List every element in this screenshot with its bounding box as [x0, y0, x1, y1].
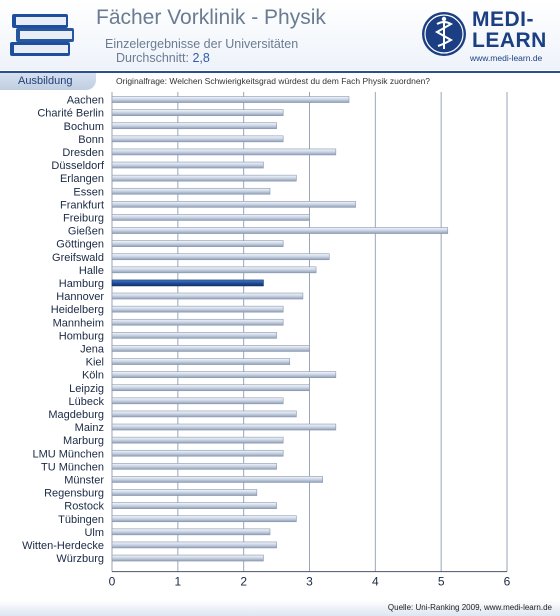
category-label: Regensburg: [44, 488, 104, 500]
source-text: Quelle: Uni-Ranking 2009, www.medi-learn…: [387, 603, 552, 612]
bar: [111, 489, 258, 496]
bar: [111, 515, 297, 523]
category-label: Charité Berlin: [37, 108, 104, 120]
bar: [111, 384, 310, 392]
x-tick-label: 1: [174, 575, 181, 589]
category-label: Kiel: [86, 357, 104, 369]
bar: [111, 397, 284, 405]
category-label: Gießen: [68, 226, 104, 238]
bar: [111, 554, 264, 562]
category-label: Bonn: [78, 134, 104, 146]
category-label: Jena: [80, 343, 105, 355]
category-label: Erlangen: [60, 173, 104, 185]
bar: [111, 161, 264, 169]
category-label: Leipzig: [69, 383, 104, 395]
category-label: Düsseldorf: [51, 160, 105, 172]
bar: [111, 240, 284, 247]
x-tick-label: 3: [306, 575, 313, 589]
category-label: Frankfurt: [60, 199, 104, 211]
category-label: Lübeck: [69, 396, 105, 408]
bar: [111, 135, 284, 143]
bar: [111, 541, 277, 549]
logo-line2: LEARN: [472, 29, 547, 52]
x-tick-label: 2: [240, 575, 247, 589]
bar: [111, 436, 284, 444]
category-label: Halle: [79, 265, 104, 277]
bar: [111, 358, 291, 365]
category-label: Witten-Herdecke: [22, 540, 104, 552]
category-label: Aachen: [67, 95, 104, 107]
category-label: Rostock: [64, 501, 104, 513]
category-label: Greifswald: [52, 252, 104, 264]
category-label: Köln: [82, 370, 104, 382]
books-icon: [10, 14, 74, 56]
page-subtitle: Einzelergebnisse der Universitäten: [105, 37, 299, 51]
bar: [111, 305, 284, 313]
bar: [111, 423, 337, 431]
category-label: Dresden: [62, 147, 104, 159]
bar: [111, 449, 284, 457]
category-label: Mainz: [75, 422, 104, 434]
category-label: Tübingen: [58, 514, 104, 526]
bar: [111, 279, 264, 287]
page-title: Fächer Vorklinik - Physik: [96, 6, 326, 29]
bar: [111, 502, 277, 509]
category-label: LMU München: [32, 448, 104, 460]
category-label: Würzburg: [56, 553, 104, 565]
category-label: Heidelberg: [51, 304, 104, 316]
category-label: Marburg: [63, 435, 104, 447]
category-label: Bochum: [64, 121, 104, 133]
bar: [111, 292, 304, 300]
bar: [111, 318, 284, 326]
bar: [111, 201, 356, 208]
bar: [111, 371, 337, 378]
bar: [111, 122, 277, 130]
bar: [111, 174, 297, 182]
bar: [111, 227, 449, 234]
x-tick-label: 5: [438, 575, 445, 589]
category-label: Münster: [64, 474, 104, 486]
logo-url: www.medi-learn.de: [470, 53, 543, 63]
bar: [111, 214, 310, 221]
category-label: Hannover: [56, 291, 104, 303]
footer-band: [0, 600, 560, 616]
bar: [111, 253, 330, 261]
bar: [111, 109, 284, 116]
average-line: Durchschnitt: 2,8: [116, 51, 210, 65]
x-tick-label: 0: [109, 575, 116, 589]
header-divider: [0, 71, 560, 73]
bar: [111, 463, 277, 470]
average-label: Durchschnitt:: [116, 51, 189, 65]
category-label: Homburg: [59, 330, 104, 342]
bar: [111, 410, 297, 418]
header: Fächer Vorklinik - Physik Einzelergebnis…: [0, 0, 560, 70]
bar: [111, 476, 323, 483]
average-value: 2,8: [192, 51, 210, 65]
logo-line1: MEDI-: [472, 8, 534, 31]
category-label: Göttingen: [56, 239, 104, 251]
bar: [111, 266, 317, 274]
category-label: Mannheim: [53, 317, 104, 329]
medi-learn-logo[interactable]: MEDI- LEARN www.medi-learn.de: [420, 6, 556, 66]
bar: [111, 345, 310, 352]
x-tick-label: 4: [372, 575, 379, 589]
caduceus-icon: [422, 12, 466, 56]
x-tick-label: 6: [504, 575, 511, 589]
bar: [111, 528, 271, 536]
bar: [111, 332, 277, 339]
section-tab: Ausbildung: [0, 73, 96, 90]
bar: [111, 96, 350, 103]
category-label: Magdeburg: [48, 409, 104, 421]
category-label: Essen: [73, 186, 104, 198]
category-label: Hamburg: [59, 278, 104, 290]
bar: [111, 148, 337, 156]
category-label: TU München: [41, 461, 104, 473]
category-label: Freiburg: [63, 212, 104, 224]
bar: [111, 187, 271, 195]
category-label: Ulm: [84, 527, 104, 539]
question-text: Originalfrage: Welchen Schwierigkeitsgra…: [116, 76, 431, 86]
